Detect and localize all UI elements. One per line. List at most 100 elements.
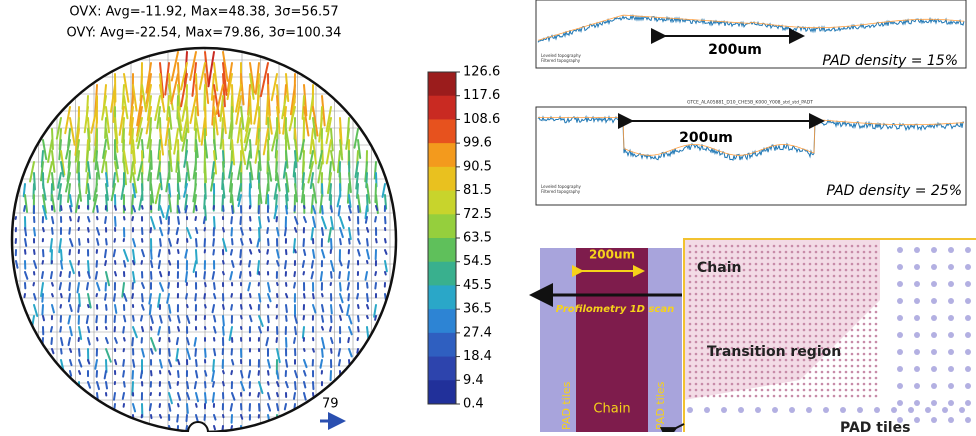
overlay-vector: [214, 283, 215, 289]
chain-dot: [761, 245, 764, 248]
overlay-vector: [231, 250, 232, 255]
chain-dot: [707, 365, 710, 368]
chain-dot: [719, 251, 722, 254]
chain-dot: [761, 317, 764, 320]
chain-dot: [797, 311, 800, 314]
chain-dot: [785, 329, 788, 332]
chain-dot: [815, 383, 818, 386]
overlay-vector: [268, 393, 270, 399]
overlay-vector: [52, 228, 53, 234]
chain-dot: [767, 299, 770, 302]
chain-dot: [839, 257, 842, 260]
chain-dot: [689, 341, 692, 344]
overlay-vector: [338, 195, 340, 206]
region-label: Transition region: [707, 344, 841, 360]
overlay-vector: [367, 316, 368, 318]
overlay-vector: [78, 217, 79, 221]
overlay-vector: [42, 305, 43, 314]
chain-dot: [821, 323, 824, 326]
chain-dot: [797, 293, 800, 296]
colorbar-bin: [428, 309, 456, 333]
chain-dot: [689, 329, 692, 332]
chain-dot: [833, 329, 836, 332]
overlay-vector: [259, 294, 260, 302]
chain-dot: [737, 371, 740, 374]
chain-dot: [839, 311, 842, 314]
chain-dot: [749, 317, 752, 320]
pad-dot: [908, 407, 914, 413]
pad-dot: [914, 366, 920, 372]
chain-dot: [761, 305, 764, 308]
overlay-vector: [286, 206, 287, 214]
chain-dot: [761, 275, 764, 278]
overlay-vector: [223, 316, 224, 325]
chain-dot: [827, 377, 830, 380]
chain-dot: [851, 395, 854, 398]
chain-dot: [833, 395, 836, 398]
chain-dot: [689, 377, 692, 380]
chain-dot: [719, 365, 722, 368]
chain-dot: [809, 293, 812, 296]
chain-dot: [845, 335, 848, 338]
overlay-vector: [133, 360, 134, 367]
chain-dot: [803, 263, 806, 266]
overlay-vector: [43, 316, 44, 320]
chain-dot: [695, 245, 698, 248]
chain-dot: [725, 281, 728, 284]
chain-dot: [767, 281, 770, 284]
chain-dot: [689, 353, 692, 356]
chain-dot: [755, 341, 758, 344]
chain-dot: [827, 395, 830, 398]
overlay-vector: [160, 206, 164, 217]
colorbar-tick-label: 36.5: [463, 302, 492, 317]
chain-dot: [809, 287, 812, 290]
overlay-vector: [69, 283, 70, 290]
chain-dot: [749, 383, 752, 386]
chain-dot: [689, 383, 692, 386]
chain-dot: [731, 251, 734, 254]
chain-dot: [719, 299, 722, 302]
chain-dot: [719, 395, 722, 398]
chain-dot: [869, 311, 872, 314]
chain-dot: [779, 299, 782, 302]
overlay-vector: [295, 228, 296, 232]
overlay-vector: [69, 338, 70, 345]
chain-dot: [845, 347, 848, 350]
chain-dot: [785, 383, 788, 386]
chain-dot: [827, 245, 830, 248]
overlay-vector: [68, 316, 70, 324]
overlay-vector: [160, 283, 163, 291]
pad-dot: [931, 281, 937, 287]
overlay-vector: [16, 261, 18, 268]
overlay-vector: [358, 327, 359, 331]
overlay-vector: [339, 272, 340, 278]
overlay-vector: [88, 338, 90, 344]
overlay-vector: [177, 239, 178, 243]
chain-dot: [767, 365, 770, 368]
chain-dot: [797, 335, 800, 338]
chain-dot: [749, 263, 752, 266]
overlay-vector: [250, 239, 251, 243]
chain-dot: [821, 269, 824, 272]
density-label: PAD density = 15%: [822, 53, 958, 69]
chain-dot: [737, 329, 740, 332]
chain-dot: [761, 299, 764, 302]
chain-dot: [797, 365, 800, 368]
chain-dot: [755, 269, 758, 272]
chain-dot: [791, 275, 794, 278]
chain-dot: [701, 359, 704, 362]
overlay-vector: [124, 382, 125, 387]
chain-dot: [755, 257, 758, 260]
chain-dot: [869, 365, 872, 368]
chain-dot: [857, 245, 860, 248]
chain-dot: [701, 341, 704, 344]
chain-dot: [875, 353, 878, 356]
chain-dot: [755, 365, 758, 368]
overlay-vector: [106, 239, 107, 245]
overlay-vector: [196, 360, 197, 366]
chain-dot: [791, 341, 794, 344]
chain-dot: [791, 317, 794, 320]
chain-dot: [839, 389, 842, 392]
overlay-vector: [268, 382, 269, 385]
chain-dot: [707, 245, 710, 248]
